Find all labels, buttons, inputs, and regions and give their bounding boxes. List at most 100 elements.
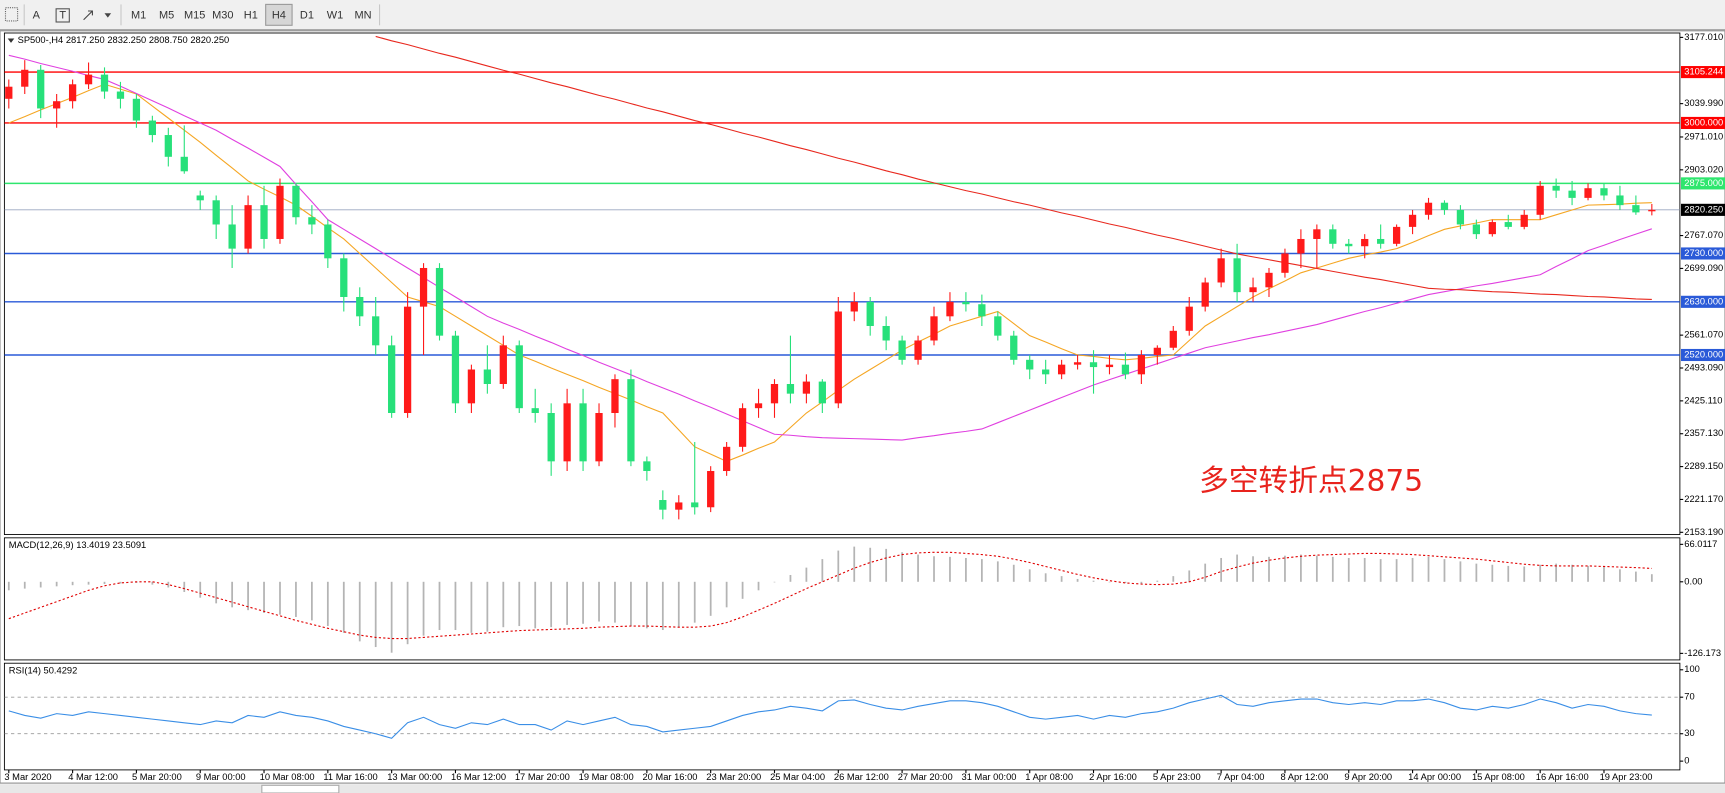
candle-body <box>1153 347 1161 355</box>
candle-body <box>403 306 412 414</box>
candle-body <box>132 98 141 121</box>
histogram-bar <box>869 547 872 582</box>
histogram-bar <box>1204 563 1207 582</box>
histogram-bar <box>279 581 281 615</box>
candle-body <box>579 403 587 462</box>
chart-tab[interactable] <box>261 784 340 793</box>
timeframe-label[interactable]: M1 <box>131 9 146 21</box>
candle-body <box>547 413 555 462</box>
candle-body <box>1089 362 1098 368</box>
histogram-bar <box>996 561 999 582</box>
candle-body <box>643 461 651 472</box>
histogram-bar <box>502 581 505 628</box>
histogram-bar <box>1124 581 1127 583</box>
candle-body <box>754 403 763 409</box>
histogram-bar <box>1315 555 1318 582</box>
candle-body <box>1249 287 1257 293</box>
x-tick-label: 8 Apr 12:00 <box>1281 772 1329 782</box>
y-tick-label: 0 <box>1684 756 1689 766</box>
histogram-bar <box>1060 576 1063 582</box>
candle-body <box>786 383 795 394</box>
timeframe-label[interactable]: H1 <box>244 9 258 21</box>
level-label-bg <box>1680 116 1725 130</box>
timeframe-label[interactable]: W1 <box>327 9 343 21</box>
timeframe-label[interactable]: MN <box>354 9 371 21</box>
histogram-bar <box>55 581 58 587</box>
x-tick-label: 1 Apr 08:00 <box>1025 772 1073 782</box>
histogram-bar <box>422 581 425 636</box>
candle-body <box>180 156 188 172</box>
text-tool[interactable]: A <box>33 9 41 21</box>
label-tool[interactable]: T <box>59 9 66 21</box>
candle-body <box>116 91 125 99</box>
level-label-bg <box>1680 247 1725 260</box>
indicator-line <box>8 694 1652 739</box>
candle-body <box>1472 224 1481 235</box>
timeframe-label[interactable]: M5 <box>159 9 174 21</box>
histogram-bar <box>709 581 712 616</box>
histogram-bar <box>980 559 983 582</box>
shapes-tool[interactable] <box>83 10 112 21</box>
histogram-bar <box>1635 571 1637 582</box>
histogram-bar <box>263 581 265 614</box>
x-tick-label: 25 Mar 04:00 <box>770 772 825 782</box>
indicator-title: RSI(14) 50.4292 <box>9 665 77 675</box>
histogram-bar <box>39 581 42 588</box>
candle-body <box>1057 364 1066 375</box>
candle-body <box>1456 209 1465 225</box>
candle-body <box>196 195 204 201</box>
x-tick-label: 5 Apr 23:00 <box>1153 772 1201 782</box>
histogram-bar <box>1427 556 1430 582</box>
timeframe-label[interactable]: M15 <box>184 9 205 21</box>
candle-body <box>1169 330 1177 348</box>
candle-body <box>308 217 316 225</box>
dropdown-arrow <box>104 13 112 18</box>
candle-body <box>435 267 444 336</box>
histogram-bar <box>725 581 728 608</box>
histogram-bar <box>1475 563 1478 582</box>
timeframe-label[interactable]: M30 <box>212 9 233 21</box>
x-tick-label: 17 Mar 20:00 <box>515 772 570 782</box>
chart-title: SP500-,H4 2817.250 2832.250 2808.750 282… <box>18 35 230 45</box>
macd-panel <box>3 537 1681 661</box>
candle-body <box>691 502 699 508</box>
y-tick-label: 2561.070 <box>1684 330 1723 340</box>
tool-icon <box>4 7 19 22</box>
histogram-bar <box>1012 564 1015 582</box>
histogram-bar <box>550 581 553 628</box>
timeframe-button[interactable] <box>265 3 293 26</box>
histogram-bar <box>933 556 935 582</box>
histogram-bar <box>693 581 696 623</box>
y-tick-label: 2425.110 <box>1684 395 1722 405</box>
x-tick-label: 10 Mar 08:00 <box>260 772 315 782</box>
timeframe-label[interactable]: D1 <box>300 9 314 21</box>
candle-body <box>1233 258 1241 293</box>
candle-body <box>1265 272 1273 288</box>
level-label-bg <box>1680 66 1725 79</box>
histogram-bar <box>1300 554 1302 582</box>
grid-tool[interactable] <box>4 7 19 22</box>
timeframe-label[interactable]: H4 <box>272 9 286 21</box>
histogram-bar <box>805 567 808 582</box>
histogram-bar <box>1140 581 1143 584</box>
histogram-bar <box>470 581 473 633</box>
indicator-title: MACD(12,26,9) 13.4019 23.5091 <box>9 540 146 550</box>
candle-body <box>21 69 29 87</box>
tool-icon <box>83 10 93 21</box>
candle-body <box>1281 253 1289 273</box>
y-tick-label: 70 <box>1684 692 1694 702</box>
x-tick-label: 23 Mar 20:00 <box>706 772 761 782</box>
y-tick-label: 0.00 <box>1684 576 1702 586</box>
histogram-bar <box>949 556 951 582</box>
candle-body <box>1105 364 1114 368</box>
histogram-bar <box>1028 569 1031 582</box>
histogram-bar <box>1571 564 1573 582</box>
histogram-bar <box>326 581 329 627</box>
candle-body <box>659 500 667 510</box>
candle-body <box>340 258 348 297</box>
y-tick-label: 100 <box>1684 664 1700 674</box>
y-tick-label: 2699.090 <box>1684 263 1723 273</box>
candle-body <box>1377 238 1385 244</box>
candle-body <box>1042 369 1050 375</box>
